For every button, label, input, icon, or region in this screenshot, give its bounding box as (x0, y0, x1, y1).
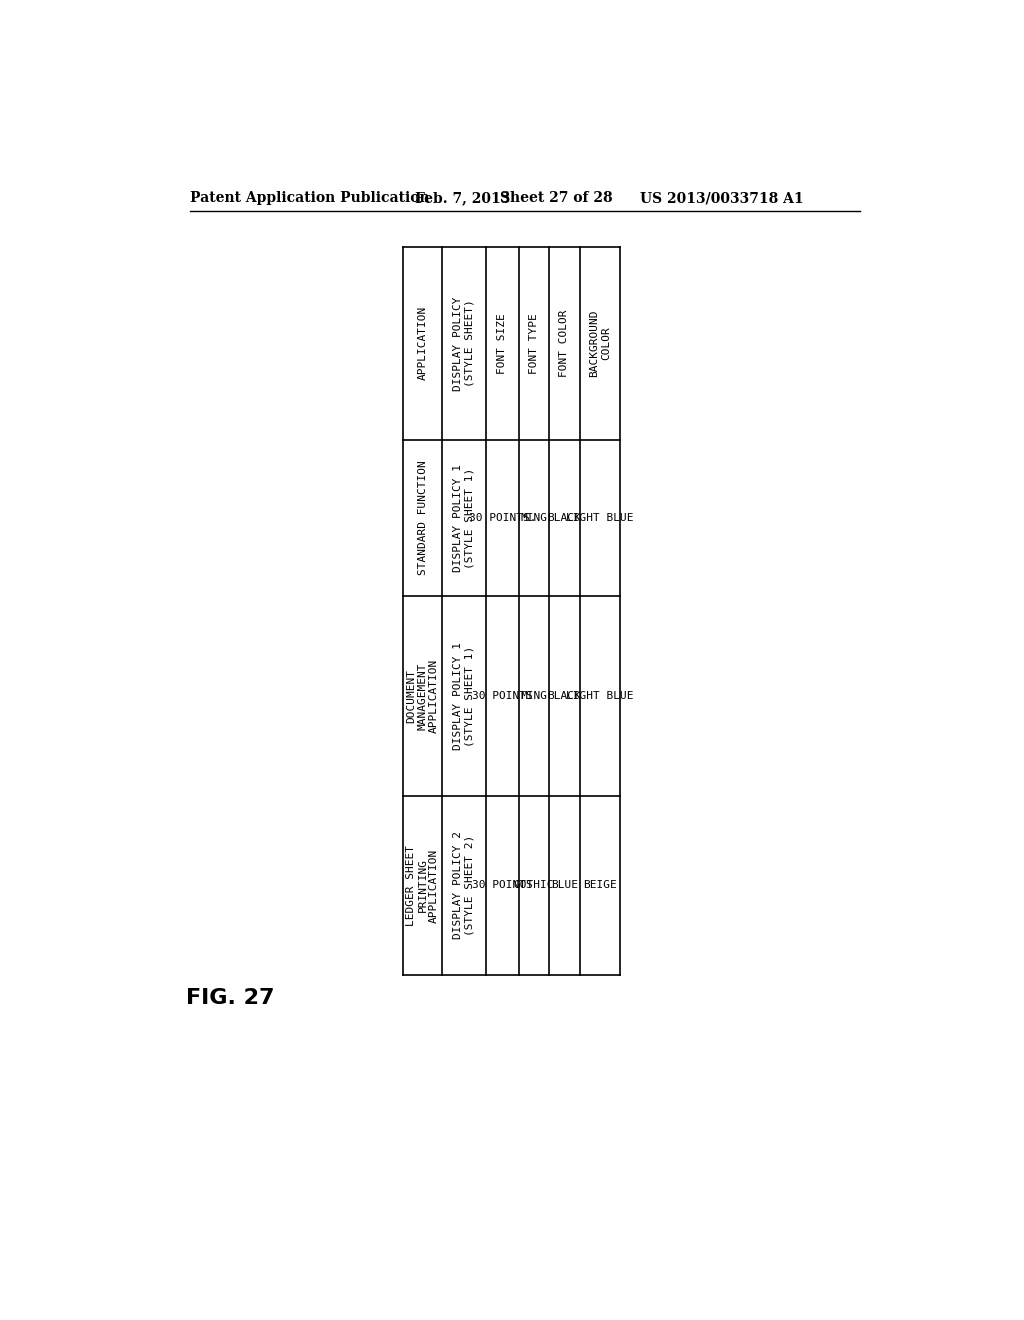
Text: DOCUMENT
MANAGEMENT
APPLICATION: DOCUMENT MANAGEMENT APPLICATION (407, 659, 439, 734)
Text: LIGHT BLUE: LIGHT BLUE (566, 692, 634, 701)
Text: DISPLAY POLICY 1
(STYLE SHEET 1): DISPLAY POLICY 1 (STYLE SHEET 1) (453, 643, 475, 750)
Text: US 2013/0033718 A1: US 2013/0033718 A1 (640, 191, 803, 206)
Text: BEIGE: BEIGE (584, 880, 616, 891)
Text: STANDARD FUNCTION: STANDARD FUNCTION (418, 461, 428, 576)
Text: GOTHIC: GOTHIC (514, 880, 554, 891)
Text: LIGHT BLUE: LIGHT BLUE (566, 513, 634, 523)
Text: Patent Application Publication: Patent Application Publication (190, 191, 430, 206)
Text: FONT SIZE: FONT SIZE (498, 313, 508, 374)
Text: BLACK: BLACK (548, 692, 582, 701)
Text: FIG. 27: FIG. 27 (186, 987, 274, 1007)
Text: 30 POINTS: 30 POINTS (472, 880, 532, 891)
Text: BACKGROUND
COLOR: BACKGROUND COLOR (589, 310, 611, 378)
Text: APPLICATION: APPLICATION (418, 306, 428, 380)
Text: MING: MING (520, 692, 548, 701)
Text: DISPLAY POLICY 1
(STYLE SHEET 1): DISPLAY POLICY 1 (STYLE SHEET 1) (453, 465, 475, 572)
Text: FONT COLOR: FONT COLOR (559, 310, 569, 378)
Text: 30 POINTS: 30 POINTS (472, 692, 532, 701)
Text: BLUE: BLUE (551, 880, 578, 891)
Text: Sheet 27 of 28: Sheet 27 of 28 (500, 191, 612, 206)
Text: BLACK: BLACK (548, 513, 582, 523)
Text: 30 POINTS.: 30 POINTS. (469, 513, 537, 523)
Text: MING: MING (520, 513, 548, 523)
Text: DISPLAY POLICY
(STYLE SHEET): DISPLAY POLICY (STYLE SHEET) (453, 296, 475, 391)
Text: LEDGER SHEET
PRINTING
APPLICATION: LEDGER SHEET PRINTING APPLICATION (407, 845, 439, 925)
Text: DISPLAY POLICY 2
(STYLE SHEET 2): DISPLAY POLICY 2 (STYLE SHEET 2) (453, 832, 475, 940)
Text: Feb. 7, 2013: Feb. 7, 2013 (415, 191, 510, 206)
Text: FONT TYPE: FONT TYPE (528, 313, 539, 374)
